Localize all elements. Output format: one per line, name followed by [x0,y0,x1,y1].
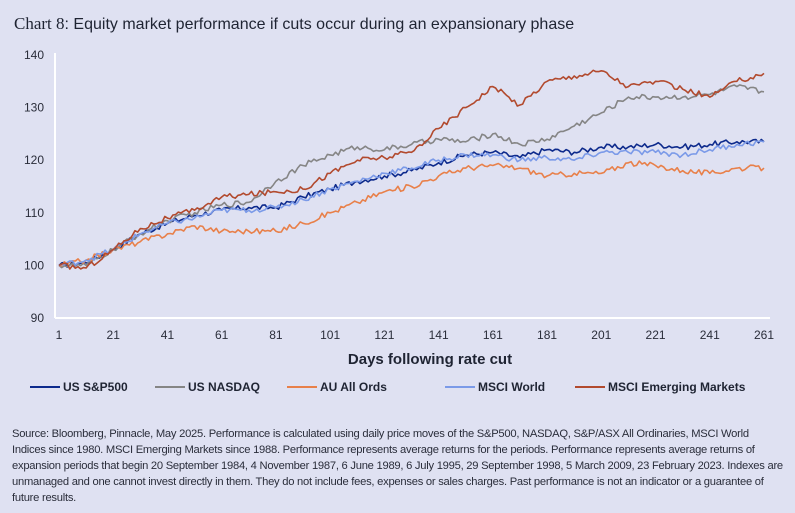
legend-swatch [445,386,475,388]
legend-swatch [30,386,60,388]
x-tick-label: 1 [56,328,63,342]
legend-item-us-nasdaq: US NASDAQ [155,380,260,394]
x-tick-label: 101 [320,328,340,342]
legend-item-msci-world: MSCI World [445,380,545,394]
legend-item-us-s-p500: US S&P500 [30,380,128,394]
legend-label: AU All Ords [320,380,387,394]
source-note: Source: Bloomberg, Pinnacle, May 2025. P… [12,428,783,504]
legend-item-au-all-ords: AU All Ords [287,380,387,394]
y-tick-label: 90 [31,311,45,325]
series-line-au-all-ords [58,160,765,267]
legend-swatch [155,386,185,388]
x-tick-label: 61 [215,328,229,342]
x-tick-label: 121 [374,328,394,342]
y-tick-label: 120 [24,153,44,167]
x-tick-label: 241 [700,328,720,342]
legend-swatch [575,386,605,388]
legend-swatch [287,386,317,388]
x-tick-label: 41 [161,328,175,342]
y-tick-label: 140 [24,48,44,62]
x-tick-label: 81 [269,328,283,342]
legend: US S&P500 US NASDAQ AU All Ords MSCI World M… [0,380,795,396]
chart-title: Chart 8: Equity market performance if cu… [14,14,574,34]
series-line-us-nasdaq [58,84,765,269]
y-tick-label: 130 [24,101,44,115]
x-tick-label: 161 [483,328,503,342]
x-tick-label: 21 [107,328,121,342]
series-line-msci-emerging-markets [58,69,765,270]
x-tick-label: 221 [646,328,666,342]
legend-label: MSCI Emerging Markets [608,380,746,394]
series-group [58,69,765,270]
axes [54,53,770,319]
y-tick-label: 110 [25,206,44,220]
x-axis-label: Days following rate cut [348,351,512,368]
x-tick-label: 141 [429,328,449,342]
series-line-us-s-p500 [58,138,765,268]
chart-title-text: : Equity market performance if cuts occu… [64,16,575,33]
chart-title-lead: Chart 8 [14,14,65,33]
x-tick-label: 181 [537,328,557,342]
legend-label: MSCI World [478,380,546,394]
legend-item-msci-emerging-markets: MSCI Emerging Markets [575,380,745,394]
series-line-msci-world [58,140,765,267]
legend-label: US NASDAQ [188,380,261,394]
y-tick-label: 100 [24,258,44,272]
x-tick-label: 201 [591,328,611,342]
legend-label: US S&P500 [63,380,128,394]
x-tick-label: 261 [754,328,774,342]
